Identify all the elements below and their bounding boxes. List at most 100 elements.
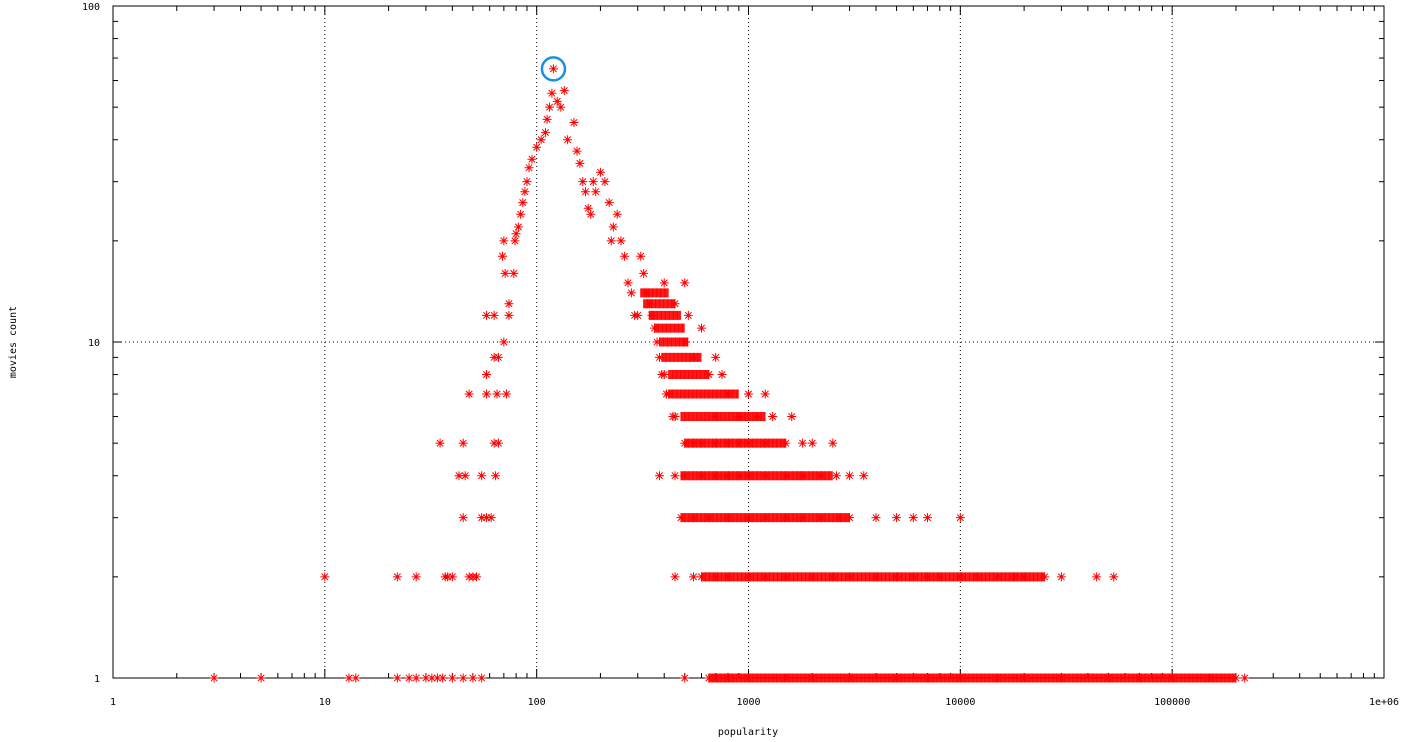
data-point: [760, 389, 770, 399]
x-tick-label: 1: [110, 697, 116, 708]
data-point: [493, 352, 503, 362]
data-point: [477, 471, 487, 481]
data-point: [828, 438, 838, 448]
data-point: [1240, 673, 1250, 683]
data-point: [548, 64, 558, 74]
x-tick-label: 1000: [736, 697, 760, 708]
data-point: [859, 471, 869, 481]
data-point: [595, 167, 605, 177]
data-point: [493, 438, 503, 448]
data-point: [522, 177, 532, 187]
data-point: [542, 114, 552, 124]
data-point: [486, 513, 496, 523]
tick-labels: 1 10 100 1000 10000 100000 1e+06 1 10 100: [82, 2, 1399, 708]
data-point: [524, 163, 534, 173]
data-point: [458, 673, 468, 683]
data-point: [569, 118, 579, 128]
data-point: [636, 251, 646, 261]
data-point: [1092, 572, 1102, 582]
data-point: [652, 337, 662, 347]
data-point: [580, 187, 590, 197]
data-point: [654, 352, 664, 362]
data-point: [697, 323, 707, 333]
data-point: [209, 673, 219, 683]
data-point: [498, 251, 508, 261]
data-point: [711, 352, 721, 362]
data-point: [427, 673, 437, 683]
data-point: [518, 198, 528, 208]
data-point: [955, 513, 965, 523]
data-point: [458, 438, 468, 448]
grid-lines: [113, 6, 1384, 678]
data-point: [683, 310, 693, 320]
data-point: [608, 222, 618, 232]
data-point: [559, 86, 569, 96]
data-point: [689, 572, 698, 582]
data-point: [1056, 572, 1066, 582]
data-point: [443, 572, 453, 582]
data-point: [717, 370, 727, 380]
data-point: [464, 389, 474, 399]
data-point: [527, 154, 537, 164]
y-tick-label: 10: [88, 338, 100, 349]
data-point: [447, 572, 457, 582]
data-point: [411, 673, 421, 683]
data-point: [578, 177, 588, 187]
data-point: [845, 471, 855, 481]
data-point: [511, 229, 521, 239]
x-tick-label: 100: [528, 697, 546, 708]
data-point: [654, 471, 664, 481]
data-point: [670, 412, 680, 422]
x-tick-label: 10000: [945, 697, 975, 708]
data-point: [472, 572, 482, 582]
data-point: [545, 102, 555, 112]
data-point: [499, 337, 509, 347]
data-point: [547, 88, 557, 98]
data-point: [768, 412, 778, 422]
data-point: [454, 471, 464, 481]
y-tick-label: 100: [82, 2, 100, 13]
data-point: [320, 572, 330, 582]
data-point: [482, 389, 492, 399]
data-point: [351, 673, 361, 683]
data-point: [513, 222, 523, 232]
x-tick-label: 1e+06: [1369, 697, 1399, 708]
data-point: [435, 438, 445, 448]
data-point: [807, 438, 817, 448]
data-point: [831, 471, 841, 481]
data-point: [606, 236, 616, 246]
data-point: [556, 102, 566, 112]
data-point: [491, 471, 501, 481]
data-point: [256, 673, 266, 683]
data-point: [680, 278, 690, 288]
data-point: [588, 177, 598, 187]
data-point: [500, 268, 510, 278]
data-point: [344, 673, 354, 683]
data-point: [798, 438, 808, 448]
data-point: [392, 572, 402, 582]
data-point: [620, 251, 630, 261]
data-point: [411, 572, 421, 582]
data-point: [482, 310, 492, 320]
data-point: [499, 236, 509, 246]
data-point: [552, 96, 562, 106]
highlight-circle: [540, 56, 567, 82]
data-point: [744, 389, 753, 399]
data-point: [404, 673, 414, 683]
data-point: [633, 310, 643, 320]
data-point: [421, 673, 431, 683]
data-point: [392, 673, 402, 683]
data-points: [209, 64, 1250, 683]
data-point: [670, 471, 680, 481]
data-point: [612, 209, 622, 219]
data-point: [586, 209, 596, 219]
x-tick-label: 100000: [1154, 697, 1190, 708]
data-point: [477, 513, 487, 523]
data-point: [908, 513, 918, 523]
data-point: [563, 135, 573, 145]
data-point: [438, 673, 448, 683]
x-tick-label: 10: [319, 697, 331, 708]
data-point: [482, 370, 492, 380]
data-point: [504, 310, 514, 320]
